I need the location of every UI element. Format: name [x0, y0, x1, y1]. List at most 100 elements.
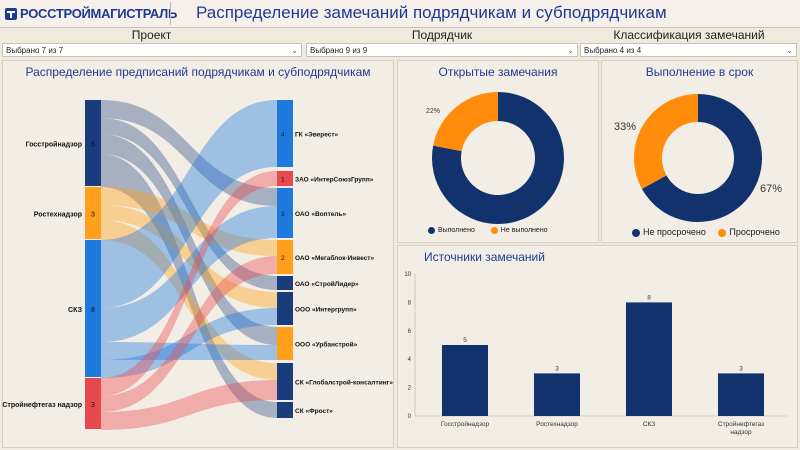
bar — [442, 345, 488, 416]
bar-value-label: 3 — [555, 365, 559, 372]
filter-contractor-label: Подрядчик — [411, 28, 473, 42]
sankey-source-value: 5 — [91, 142, 95, 149]
sankey-flow — [101, 171, 277, 396]
sankey-source-node — [85, 100, 101, 186]
x-tick-label: Стройнефтегаз — [718, 420, 764, 428]
x-tick-label: Госстройнадзор — [441, 420, 490, 428]
legend-item-not-done: Не выполнено — [490, 227, 548, 234]
sankey-flow — [101, 134, 277, 345]
sankey-source-label: Госстройнадзор — [26, 141, 82, 149]
sankey-title: Распределение предписаний подрядчикам и … — [25, 65, 371, 79]
legend-item-not-overdue: Не просрочено — [632, 227, 706, 237]
bar — [718, 373, 764, 416]
chevron-down-icon: ⌄ — [567, 46, 574, 55]
header-bar — [0, 0, 800, 28]
logo-text: РОССТРОЙМАГИСТРАЛЬ — [20, 6, 178, 21]
bar-value-label: 5 — [463, 337, 467, 344]
sankey-target-node — [277, 240, 293, 274]
y-tick-label: 2 — [408, 386, 412, 392]
sankey-target-label: СК «Глобалстрой-консалтинг» — [295, 379, 393, 387]
sankey-target-label: ООО «Урбанстрой» — [295, 341, 358, 349]
donut-slice-label: 33% — [614, 121, 636, 133]
donut-slice-label: 22% — [426, 108, 440, 115]
sankey-source-node — [85, 187, 101, 239]
y-tick-label: 0 — [408, 414, 412, 420]
sankey-target-label: ЗАО «ИнтерСоюзГрупп» — [295, 177, 374, 184]
open-remarks-legend: Выполнено Не выполнено — [428, 227, 548, 234]
sankey-target-value: 2 — [281, 255, 285, 262]
sources-bar-chart: 0 2 4 6 8 10 5 Госстройнадзор 3 Ростехнадзор 8 СКЗ 3… — [404, 272, 787, 436]
sankey-source-node — [85, 378, 101, 429]
sankey-flow — [101, 220, 277, 380]
sankey-target-node — [277, 402, 293, 418]
filter-classification-value: Выбрано 4 из 4 — [584, 46, 642, 55]
sankey-target-node — [277, 188, 293, 238]
open-remarks-donut: 78% 22% — [426, 92, 564, 224]
logo-icon — [5, 7, 17, 20]
bar — [534, 373, 580, 416]
filter-project-label: Проект — [131, 28, 172, 42]
sankey-flow — [101, 256, 277, 412]
sankey-flow — [101, 100, 277, 206]
sankey-source-value: 3 — [91, 402, 95, 409]
y-tick-label: 4 — [408, 357, 412, 363]
sankey-source-label: СКЗ — [68, 307, 83, 314]
sankey-flow — [101, 205, 277, 308]
sankey-flow — [101, 187, 277, 256]
filter-contractor-value: Выбрано 9 из 9 — [310, 46, 368, 55]
filter-classification-label: Классификация замечаний — [613, 28, 765, 42]
sankey-target-node — [277, 100, 293, 167]
bar-value-label: 3 — [739, 365, 743, 372]
legend-item-done: Выполнено — [428, 227, 475, 234]
sankey-source-label: Стройнефтегаз надзор — [2, 401, 82, 409]
y-tick-label: 6 — [408, 329, 412, 335]
sankey-flow — [101, 100, 277, 308]
sankey-target-node — [277, 327, 293, 360]
chevron-down-icon: ⌄ — [786, 46, 793, 55]
sankey-chart: Госстройнадзор 5 Ростехнадзор 3 СКЗ 8 Стройнеф… — [2, 100, 393, 430]
donut-slice — [641, 94, 762, 222]
donut-slice — [433, 92, 498, 152]
sankey-target-node — [277, 292, 293, 325]
sankey-source-node — [85, 240, 101, 377]
page-title: Распределение замечаний подрядчикам и су… — [196, 3, 667, 22]
sankey-target-label: ГК «Эверест» — [295, 132, 339, 139]
filter-contractor-select[interactable]: Выбрано 9 из 9 ⌄ — [306, 43, 578, 57]
sankey-target-node — [277, 276, 293, 290]
sankey-target-label: ООО «Интергрупп» — [295, 307, 357, 314]
sankey-panel — [2, 60, 394, 448]
y-tick-label: 10 — [404, 272, 411, 278]
open-remarks-title: Открытые замечания — [438, 65, 558, 79]
logo: РОССТРОЙМАГИСТРАЛЬ — [4, 4, 177, 23]
sankey-flow — [101, 308, 277, 378]
x-tick-label: СКЗ — [643, 421, 655, 428]
sankey-target-node — [277, 171, 293, 186]
donut-slice — [432, 92, 564, 224]
sankey-target-value: 4 — [281, 132, 285, 139]
x-tick-label: надзор — [730, 429, 752, 436]
on-time-title: Выполнение в срок — [645, 65, 754, 79]
sankey-target-label: ОАО «Мегаблок-Инвест» — [295, 254, 374, 262]
donut-slice — [634, 94, 698, 189]
bar — [626, 302, 672, 416]
sankey-flow — [101, 206, 277, 342]
sankey-source-value: 8 — [91, 307, 95, 314]
sankey-source-value: 3 — [91, 212, 95, 219]
sankey-target-label: ОАО «Воптель» — [295, 211, 346, 218]
sankey-flow — [101, 380, 277, 430]
sankey-flow — [101, 342, 277, 360]
filter-project-value: Выбрано 7 из 7 — [6, 46, 64, 55]
sankey-flow — [101, 118, 277, 290]
donut-slice-label: 67% — [760, 183, 782, 195]
filter-classification-select[interactable]: Выбрано 4 из 4 ⌄ — [580, 43, 797, 57]
on-time-legend: Не просрочено Просрочено — [632, 227, 780, 237]
bar-value-label: 8 — [647, 294, 651, 301]
sankey-target-value: 1 — [281, 177, 285, 184]
sankey-target-value: 3 — [281, 211, 285, 218]
sankey-flow — [101, 154, 277, 418]
on-time-donut: 67% 33% — [614, 94, 782, 222]
filter-project-select[interactable]: Выбрано 7 из 7 ⌄ — [2, 43, 302, 57]
sankey-target-label: СК «Фрост» — [295, 408, 333, 415]
donut-slice-label: 78% — [514, 205, 528, 212]
sankey-target-node — [277, 363, 293, 400]
